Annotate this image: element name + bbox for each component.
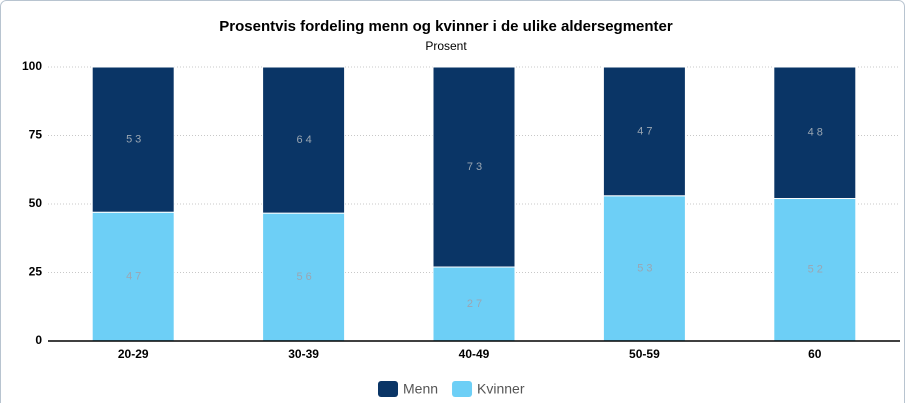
y-tick-label: 0 <box>35 333 42 347</box>
data-label: 27 <box>467 298 485 310</box>
chart-subtitle: Prosent <box>425 39 467 53</box>
y-tick-label: 50 <box>29 196 43 210</box>
x-tick-label: 60 <box>808 347 822 361</box>
data-label: 52 <box>808 264 826 276</box>
data-label: 47 <box>637 125 655 137</box>
bar-segment <box>262 212 346 342</box>
x-tick-label: 20-29 <box>118 347 149 361</box>
bar-segment <box>773 66 857 200</box>
bar-segment <box>91 66 175 213</box>
bar-segment <box>432 66 516 268</box>
legend-swatch <box>378 381 398 397</box>
x-tick-label: 40-49 <box>459 347 490 361</box>
bar-segment <box>432 266 516 342</box>
data-label: 64 <box>296 134 314 146</box>
bar-segment <box>262 66 346 214</box>
y-tick-label: 25 <box>29 265 43 279</box>
legend-label: Kvinner <box>477 381 525 397</box>
x-tick-label: 50-59 <box>629 347 660 361</box>
legend-swatch <box>452 381 473 397</box>
chart-title: Prosentvis fordeling menn og kvinner i d… <box>219 18 673 35</box>
data-label: 73 <box>467 161 485 173</box>
y-tick-label: 75 <box>29 128 43 142</box>
data-label: 53 <box>126 134 144 146</box>
bar-segment <box>602 195 686 342</box>
data-label: 48 <box>808 127 826 139</box>
bar-segment <box>602 66 686 197</box>
legend-label: Menn <box>403 381 438 397</box>
x-tick-label: 30-39 <box>288 347 319 361</box>
y-tick-label: 100 <box>22 59 42 73</box>
data-label: 56 <box>296 271 314 283</box>
data-label: 53 <box>637 262 655 274</box>
data-label: 47 <box>126 271 144 283</box>
